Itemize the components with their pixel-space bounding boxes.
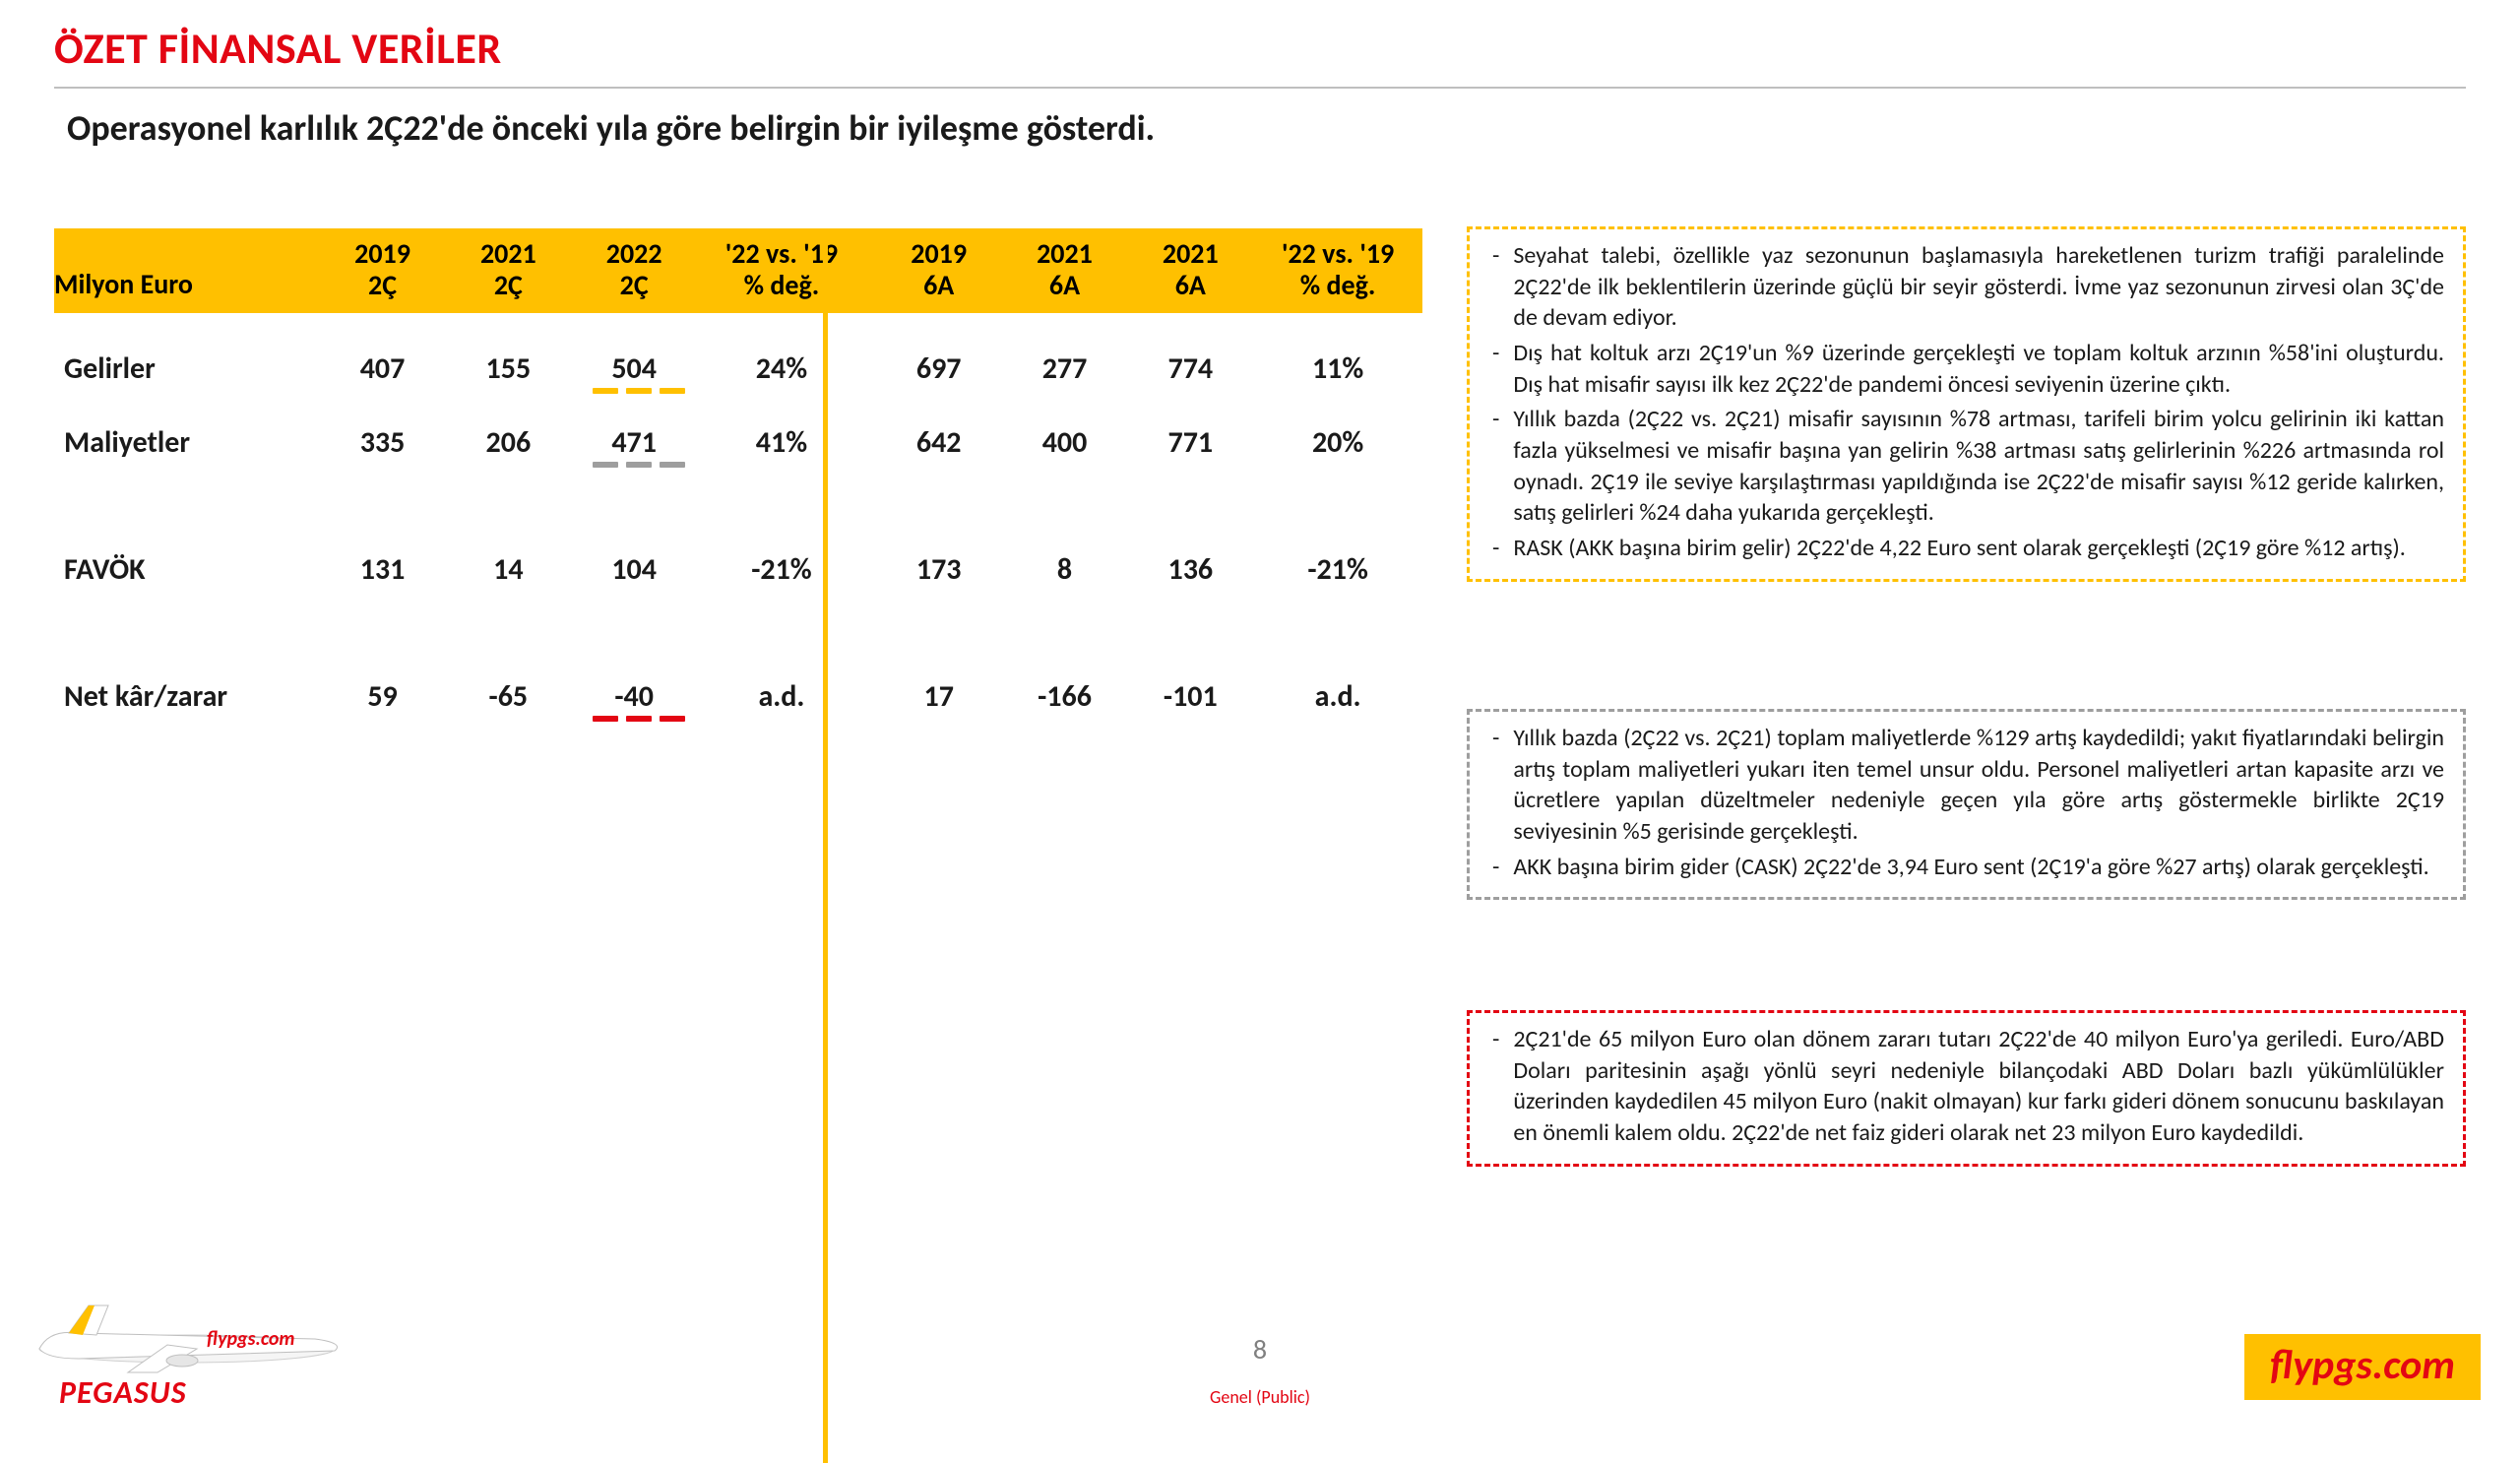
table-cell: 155: [445, 350, 571, 387]
table-row-label: Maliyetler: [54, 424, 320, 461]
table-cell: a.d.: [1253, 678, 1422, 715]
underline-red: [593, 716, 685, 722]
table-header: 2019 6A: [876, 228, 1002, 313]
table-cell: 400: [1002, 424, 1128, 461]
table-row-label: Gelirler: [54, 350, 320, 387]
table-row: FAVÖK13114104-21%1738136-21%: [54, 551, 1422, 588]
table-cell: 104: [571, 551, 697, 588]
table-cell: [866, 678, 876, 715]
highlight-item: Dış hat koltuk arzı 2Ç19'un %9 üzerinde …: [1492, 338, 2444, 400]
table-cell: 277: [1002, 350, 1128, 387]
table-cell: a.d.: [697, 678, 866, 715]
table-cell: -65: [445, 678, 571, 715]
table-header: '22 vs. '19 % değ.: [697, 228, 866, 313]
table-cell: 11%: [1253, 350, 1422, 387]
highlight-item: Yıllık bazda (2Ç22 vs. 2Ç21) misafir say…: [1492, 404, 2444, 529]
table-cell: 8: [1002, 551, 1128, 588]
table-cell: 24%: [697, 350, 866, 387]
highlight-list: 2Ç21'de 65 milyon Euro olan dönem zararı…: [1492, 1024, 2444, 1149]
classification-label: Genel (Public): [1210, 1386, 1310, 1408]
table-cell: 17: [876, 678, 1002, 715]
table-cell: [866, 424, 876, 461]
table-cell: 131: [320, 551, 446, 588]
table-cell: 771: [1127, 424, 1253, 461]
table-header: 2019 2Ç: [320, 228, 446, 313]
highlight-item: AKK başına birim gider (CASK) 2Ç22'de 3,…: [1492, 852, 2444, 883]
table-header-label: Milyon Euro: [54, 257, 320, 313]
table-cell: 41%: [697, 424, 866, 461]
table-header: 2022 2Ç: [571, 228, 697, 313]
table-row: Gelirler40715550424% 69727777411%: [54, 350, 1422, 387]
table-cell: 407: [320, 350, 446, 387]
table-cell: [866, 350, 876, 387]
table-cell: -101: [1127, 678, 1253, 715]
plane-tag-text: flypgs.com: [207, 1327, 295, 1351]
highlight-item: RASK (AKK başına birim gelir) 2Ç22'de 4,…: [1492, 533, 2444, 564]
table-header: '22 vs. '19 % değ.: [1253, 228, 1422, 313]
table-row-label: Net kâr/zarar: [54, 678, 320, 715]
page-title: ÖZET FİNANSAL VERİLER: [54, 22, 502, 75]
highlight-item: Seyahat talebi, özellikle yaz sezonunun …: [1492, 240, 2444, 334]
table-row: Maliyetler33520647141% 64240077120%: [54, 424, 1422, 461]
brand-right-logo: flypgs.com: [2244, 1334, 2481, 1400]
table-cell: 136: [1127, 551, 1253, 588]
underline-gray: [593, 462, 685, 468]
underline-yellow: [593, 388, 685, 394]
table-cell: 173: [876, 551, 1002, 588]
table-cell: 59: [320, 678, 446, 715]
highlight-box-cost: Yıllık bazda (2Ç22 vs. 2Ç21) toplam mali…: [1467, 709, 2466, 900]
highlight-item: 2Ç21'de 65 milyon Euro olan dönem zararı…: [1492, 1024, 2444, 1149]
table-divider: [823, 228, 828, 1463]
table-header: 2021 2Ç: [445, 228, 571, 313]
table-header-row: Milyon Euro 2019 2Ç 2021 2Ç 2022 2Ç '22 …: [54, 228, 1422, 313]
footer: flypgs.com PEGASUS 8 Genel (Public) flyp…: [0, 1329, 2520, 1418]
highlight-list: Seyahat talebi, özellikle yaz sezonunun …: [1492, 240, 2444, 564]
financial-table: Milyon Euro 2019 2Ç 2021 2Ç 2022 2Ç '22 …: [54, 228, 1422, 715]
table-cell: 335: [320, 424, 446, 461]
title-rule: [54, 87, 2466, 89]
table-cell: 14: [445, 551, 571, 588]
table-cell: -21%: [1253, 551, 1422, 588]
table-cell: 471: [571, 424, 697, 461]
table-cell: 697: [876, 350, 1002, 387]
plane-logo: flypgs.com: [20, 1300, 374, 1378]
table-body: Gelirler40715550424% 69727777411% Maliyetl…: [54, 350, 1422, 715]
table-row: Net kâr/zarar59-65-40a.d.17-166-101a.d.: [54, 678, 1422, 715]
table-cell: 206: [445, 424, 571, 461]
table-cell: 504: [571, 350, 697, 387]
table-row-label: FAVÖK: [54, 551, 320, 588]
table-header: 2021 6A: [1002, 228, 1128, 313]
highlight-list: Yıllık bazda (2Ç22 vs. 2Ç21) toplam mali…: [1492, 723, 2444, 882]
brand-left-logo: PEGASUS: [59, 1373, 187, 1412]
highlight-box-revenue: Seyahat talebi, özellikle yaz sezonunun …: [1467, 226, 2466, 582]
table-cell: 774: [1127, 350, 1253, 387]
highlight-box-netloss: 2Ç21'de 65 milyon Euro olan dönem zararı…: [1467, 1010, 2466, 1167]
table-cell: 20%: [1253, 424, 1422, 461]
table-cell: [866, 551, 876, 588]
highlight-item: Yıllık bazda (2Ç22 vs. 2Ç21) toplam mali…: [1492, 723, 2444, 848]
page-number: 8: [1253, 1332, 1267, 1367]
table-cell: -166: [1002, 678, 1128, 715]
subtitle: Operasyonel karlılık 2Ç22'de önceki yıla…: [67, 106, 1155, 150]
table-header: 2021 6A: [1127, 228, 1253, 313]
table-cell: -21%: [697, 551, 866, 588]
table-cell: 642: [876, 424, 1002, 461]
table-cell: -40: [571, 678, 697, 715]
